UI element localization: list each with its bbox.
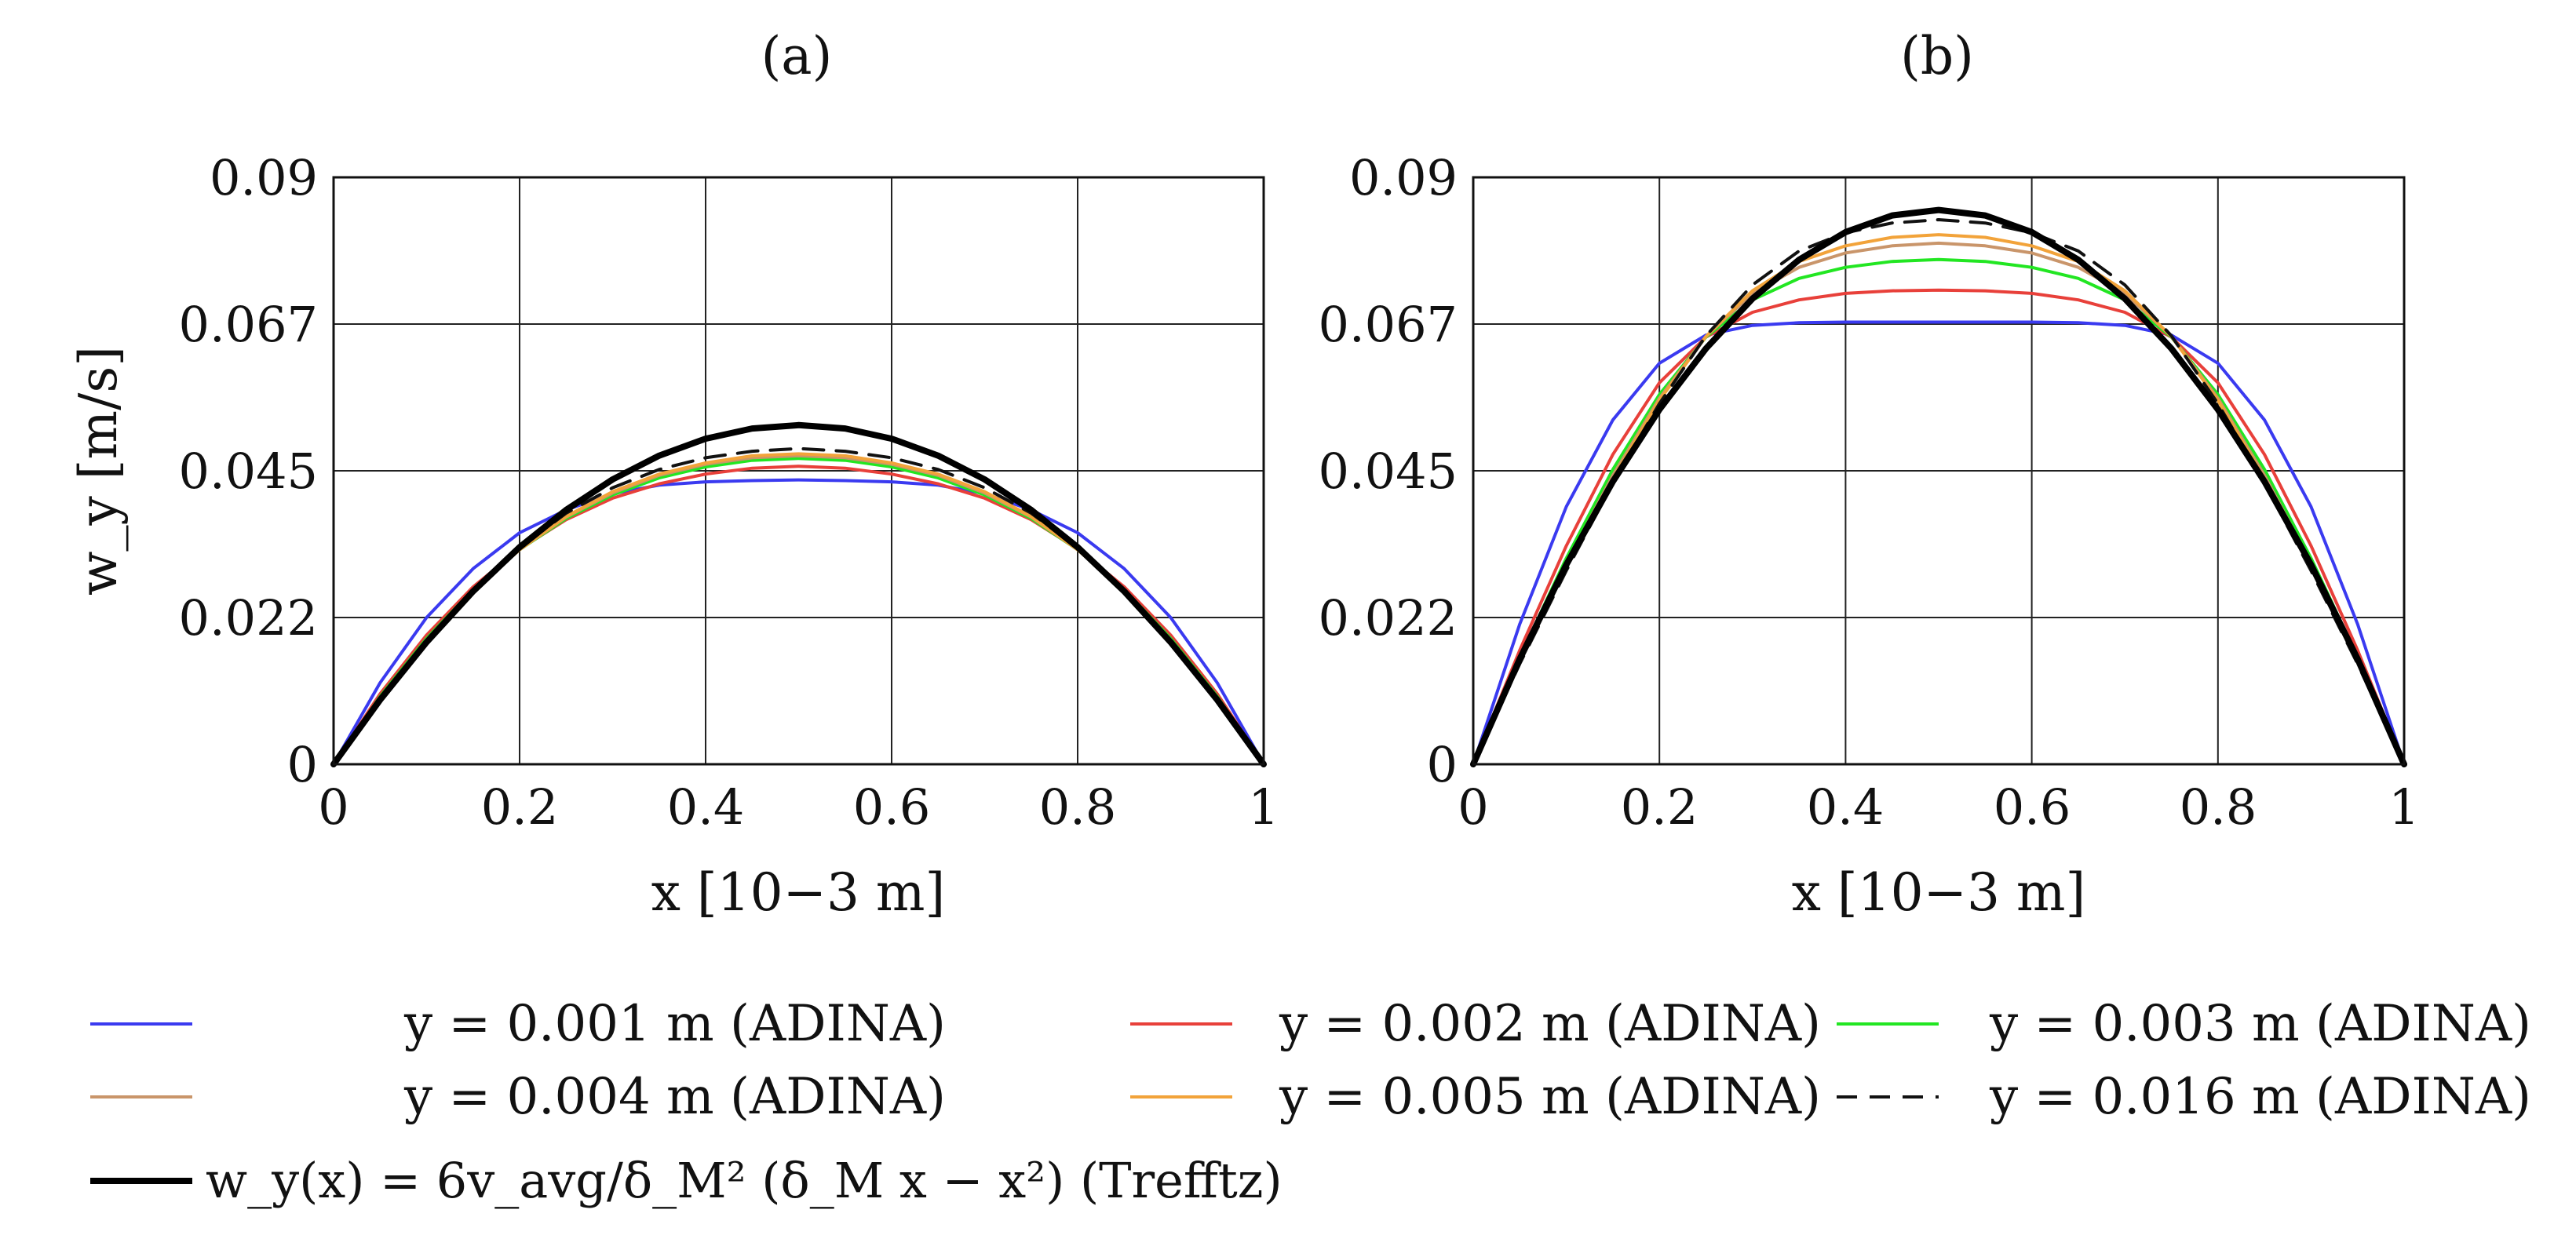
series-line-y-0-001-m-adina [1472,320,2406,766]
series-line-y-0-001-m-adina [332,478,1265,766]
y-tick-label: 0.067 [1319,296,1458,353]
y-tick-label: 0.09 [1349,149,1458,206]
legend-label: y = 0.016 m (ADINA) [1989,1068,2531,1126]
panel-b-series [1470,206,2407,767]
y-tick-label: 0 [1427,736,1458,793]
panel-a-y-axis-label: w_y [m/s] [68,346,129,596]
series-line-y-0-002-m-adina [1472,288,2406,766]
y-tick-label: 0.09 [210,149,318,206]
legend-label: w_y(x) = 6v_avg/δ_M² (δ_M x − x²) (Treff… [206,1152,1283,1209]
panel-b-y-ticks: 0 0.022 0.045 0.067 0.09 [1319,149,1458,793]
x-tick-label: 0 [318,778,348,836]
panel-a-frame [332,176,1265,766]
panel-a-x-ticks: 0 0.2 0.4 0.6 0.8 1 [318,778,1279,836]
panel-b-frame [1472,176,2406,766]
panel-a-x-axis-label: x [10−3 m] [651,862,946,923]
panel-b-title: (b) [1900,26,1974,86]
x-tick-label: 1 [2388,778,2419,836]
x-tick-label: 0.2 [481,778,559,836]
y-tick-label: 0.045 [1319,443,1458,500]
legend-label: y = 0.002 m (ADINA) [1279,995,1821,1053]
legend-label: y = 0.003 m (ADINA) [1989,995,2531,1053]
x-tick-label: 1 [1248,778,1279,836]
y-tick-label: 0.022 [1319,589,1458,647]
panel-a-title: (a) [761,26,833,86]
x-tick-label: 0.4 [667,778,745,836]
panel-b-x-ticks: 0 0.2 0.4 0.6 0.8 1 [1458,778,2419,836]
x-tick-label: 0.2 [1621,778,1698,836]
legend: y = 0.001 m (ADINA) y = 0.002 m (ADINA) … [90,995,2531,1209]
series-line-y-0-003-m-adina [1472,257,2406,766]
x-tick-label: 0.4 [1807,778,1885,836]
x-tick-label: 0.6 [853,778,931,836]
x-tick-label: 0.8 [2180,778,2257,836]
x-tick-label: 0.6 [1994,778,2071,836]
y-tick-label: 0.067 [179,296,319,353]
series-line-trefftz [330,421,1267,767]
series-line-trefftz [1470,206,2407,767]
y-tick-label: 0.022 [179,589,319,647]
panel-a-y-ticks: 0 0.022 0.045 0.067 0.09 [179,149,319,793]
x-tick-label: 0 [1458,778,1488,836]
x-tick-label: 0.8 [1039,778,1117,836]
panel-b: (b) 0 0.022 0.045 0.067 0.09 0 0.2 0.4 0… [1319,26,2420,923]
legend-label: y = 0.001 m (ADINA) [403,995,946,1053]
legend-label: y = 0.004 m (ADINA) [403,1068,946,1126]
y-tick-label: 0.045 [179,443,319,500]
y-tick-label: 0 [287,736,318,793]
panel-a-series [330,421,1267,767]
legend-label: y = 0.005 m (ADINA) [1279,1068,1821,1126]
panel-b-x-axis-label: x [10−3 m] [1792,862,2086,923]
panel-a: (a) 0 0.022 0.045 0.067 0.09 0 0.2 0.4 0… [68,26,1279,923]
